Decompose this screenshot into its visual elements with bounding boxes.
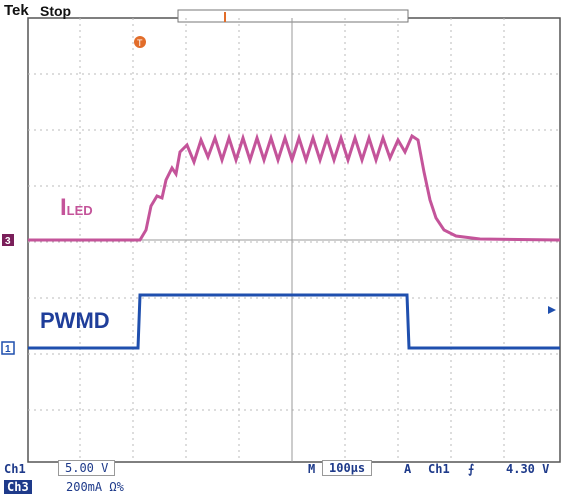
ch3-marker-label: 3 [5,236,11,247]
acquisition-state: Stop [40,3,72,19]
iled-main: I [60,194,67,221]
iled-sub: LED [66,203,93,218]
trigger-slope-icon[interactable]: ⨍ [468,462,475,476]
ch1-marker-label: 1 [5,344,11,355]
iled-label: ILED [60,194,93,222]
status-bar: Ch1 5.00 V Ch3 200mA Ω% M 100µs A Ch1 ⨍ … [0,460,572,498]
ch3-scale[interactable]: 200mA Ω% [66,480,124,494]
record-view-bar[interactable] [177,9,409,23]
timebase-value[interactable]: 100µs [322,460,373,476]
ch1-scale[interactable]: 5.00 V [58,460,116,476]
trigger-letter: T [137,38,143,48]
ch1-marker-icon[interactable] [1,341,15,355]
iled-trace [28,133,561,242]
trigger-level[interactable]: 4.30 V [506,462,550,476]
timebase-label: M [308,462,316,476]
ch3-name: Ch3 [4,480,32,494]
trigger-position-icon[interactable] [134,36,146,48]
trigger-source[interactable]: Ch1 [428,462,450,476]
ch3-marker-icon[interactable] [2,234,14,246]
trigger-mode-label: A [404,462,412,476]
brand-label: Tek [4,2,29,19]
ch1-name: Ch1 [4,462,26,476]
pwmd-label: PWMD [40,308,110,333]
pwmd-trace [28,293,560,350]
top-bar: Tek Stop [0,0,572,22]
right-arrow-icon[interactable] [548,306,556,314]
